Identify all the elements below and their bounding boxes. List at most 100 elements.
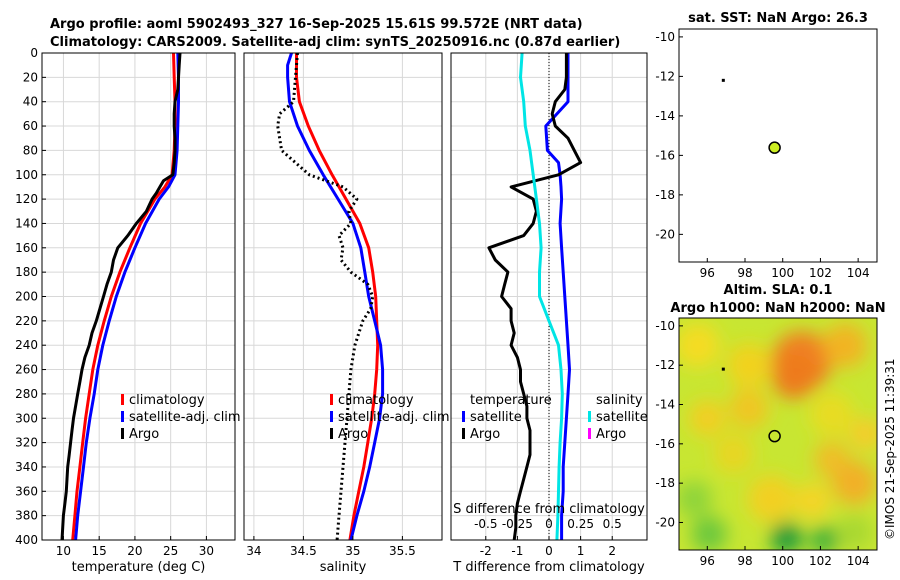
y-tick-label: 240 xyxy=(15,338,38,352)
difference-panel: -2 -1 0 1 2 T difference from climatology -0.5… xyxy=(450,52,648,575)
y-tick-label: 380 xyxy=(15,509,38,523)
heat-cell xyxy=(728,388,769,429)
header-line1: Argo profile: aoml 5902493_327 16-Sep-20… xyxy=(50,17,583,32)
x-tick-label: 15 xyxy=(92,544,107,558)
y-tick-label: 100 xyxy=(15,168,38,182)
legend-label-0: climatology xyxy=(338,393,414,408)
x-tick-label: 20 xyxy=(127,544,142,558)
series-t-argo xyxy=(487,53,583,541)
s-tick-label: -0.25 xyxy=(502,517,533,531)
map-frame xyxy=(678,28,878,263)
x-tick-label: 30 xyxy=(199,544,214,558)
y-tick-label: 360 xyxy=(15,484,38,498)
heat-cell xyxy=(849,418,877,450)
series-s-satellite xyxy=(519,52,564,541)
map-x-tick-label: 96 xyxy=(700,266,715,280)
heatmap-field xyxy=(679,318,877,550)
y-tick-label: 140 xyxy=(15,216,38,230)
heat-cell xyxy=(713,433,754,474)
map-x-tick-label: 100 xyxy=(771,554,794,568)
y-tick-label: 180 xyxy=(15,265,38,279)
y-tick-label: 200 xyxy=(15,290,38,304)
x-tick-label: 35 xyxy=(345,544,360,558)
series-t-satellite xyxy=(544,53,571,540)
map-y-tick-label: -10 xyxy=(655,30,675,44)
legend-swatch-2 xyxy=(121,428,124,439)
y-tick-label: 60 xyxy=(23,119,38,133)
sst-map-title: sat. SST: NaN Argo: 26.3 xyxy=(688,11,868,26)
heat-cell xyxy=(679,480,713,517)
legend-t-swatch-2 xyxy=(462,428,465,439)
imos-timestamp: ©IMOS 21-Sep-2025 11:39:31 xyxy=(883,358,897,540)
y-tick-label: 160 xyxy=(15,241,38,255)
legend-label-1: satellite-adj. clim xyxy=(129,410,241,425)
legend-swatch-0 xyxy=(330,394,333,405)
map-x-tick-label: 98 xyxy=(737,554,752,568)
map-y-tick-label: -12 xyxy=(655,69,675,83)
y-tick-label: 260 xyxy=(15,363,38,377)
y-tick-label: 280 xyxy=(15,387,38,401)
map-x-tick-label: 96 xyxy=(700,554,715,568)
series-argo xyxy=(276,52,375,541)
legend-s-swatch-2 xyxy=(588,428,591,439)
x-tick-label: 25 xyxy=(163,544,178,558)
x-tick-label: 2 xyxy=(608,544,616,558)
y-tick-label: 120 xyxy=(15,192,38,206)
x-tick-label: 0 xyxy=(545,544,553,558)
legend-swatch-1 xyxy=(330,411,333,422)
y-tick-label: 80 xyxy=(23,143,38,157)
s-axis-label: S difference from climatology xyxy=(453,502,645,517)
x-axis-label: temperature (deg C) xyxy=(72,560,206,575)
float-history-marker xyxy=(721,78,725,82)
y-tick-label: 220 xyxy=(15,314,38,328)
legend-t-swatch-1 xyxy=(462,411,465,422)
temperature-panel: 10 15 20 25 30 temperature (deg C) 0 20 40 60 80 10… xyxy=(15,46,241,575)
legend-label-0: climatology xyxy=(129,393,205,408)
y-tick-label: 400 xyxy=(15,533,38,547)
y-tick-label: 320 xyxy=(15,436,38,450)
map-y-tick-label: -20 xyxy=(655,515,675,529)
y-tick-label: 20 xyxy=(23,70,38,84)
legend-swatch-0 xyxy=(121,394,124,405)
s-tick-label: 0.25 xyxy=(567,517,594,531)
x-tick-label: -2 xyxy=(480,544,492,558)
x-axis-label: salinity xyxy=(320,560,367,575)
x-tick-label: 1 xyxy=(577,544,585,558)
map-x-tick-label: 100 xyxy=(771,266,794,280)
legend-s-swatch-1 xyxy=(588,411,591,422)
x-tick-label: 10 xyxy=(56,544,71,558)
heat-cell xyxy=(691,516,728,550)
heat-cell xyxy=(747,474,796,523)
legend-s-label-1: satellite xyxy=(596,410,648,425)
axes-frame xyxy=(243,52,443,541)
heat-cell xyxy=(679,323,720,368)
legend-s-label-2: Argo xyxy=(596,427,626,442)
float-position-marker xyxy=(768,141,781,154)
map-y-tick-label: -18 xyxy=(655,188,675,202)
map-y-tick-label: -10 xyxy=(655,319,675,333)
legend-label-2: Argo xyxy=(129,427,159,442)
x-tick-label: 34.5 xyxy=(290,544,317,558)
map-x-tick-label: 104 xyxy=(847,266,870,280)
series-satellite-adj--clim xyxy=(74,52,180,541)
map-x-tick-label: 104 xyxy=(847,554,870,568)
map-y-tick-label: -16 xyxy=(655,437,675,451)
x-axis-label: T difference from climatology xyxy=(452,560,645,575)
sla-map-title1: Altim. SLA: 0.1 xyxy=(724,283,833,298)
heat-cell xyxy=(770,522,803,550)
legend-t-label-1: satellite xyxy=(470,410,522,425)
heat-cell xyxy=(689,400,726,437)
series-climatology xyxy=(295,53,380,541)
heat-cell xyxy=(794,482,831,519)
x-tick-label: 34 xyxy=(246,544,261,558)
sst-map-panel: 96 98 100 102 104 -10 -12 -14 -16 -18 -20 sat. SST:… xyxy=(655,11,878,280)
map-x-tick-label: 102 xyxy=(809,554,832,568)
y-tick-label: 0 xyxy=(30,46,38,60)
legend-swatch-1 xyxy=(121,411,124,422)
heat-cell xyxy=(836,514,873,550)
legend-label-2: Argo xyxy=(338,427,368,442)
legend-s-label-0: salinity xyxy=(596,393,643,408)
heat-blobs xyxy=(679,323,877,550)
map-y-tick-label: -12 xyxy=(655,358,675,372)
